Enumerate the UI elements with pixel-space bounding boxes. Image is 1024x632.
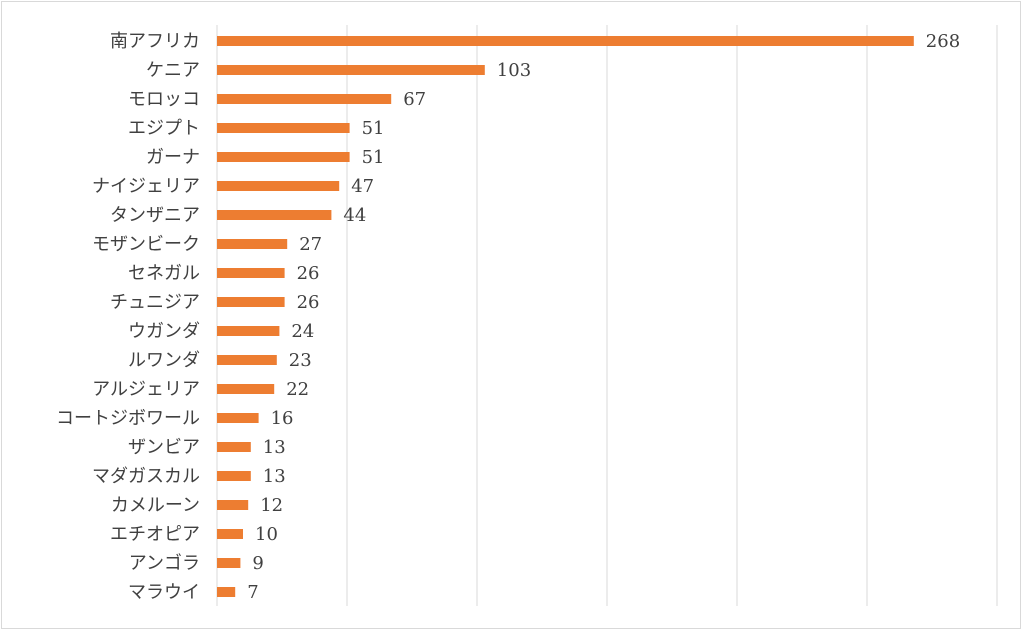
value-label: 47 (351, 176, 374, 197)
category-label: ザンビア (128, 437, 200, 458)
bar (217, 181, 340, 191)
value-label: 44 (343, 205, 366, 226)
value-label: 13 (263, 437, 286, 458)
category-label: エチオピア (110, 524, 200, 545)
bar (217, 558, 241, 568)
value-label: 268 (926, 31, 960, 52)
bar (217, 326, 280, 336)
bar (217, 152, 350, 162)
bar (217, 500, 249, 510)
category-label: ケニア (146, 60, 200, 81)
bar (217, 384, 275, 394)
bar (217, 529, 243, 539)
bar (217, 94, 392, 104)
category-label: マラウイ (128, 582, 200, 603)
bar (217, 123, 350, 133)
bar (217, 355, 277, 365)
category-label: エジプト (128, 118, 200, 139)
bar (217, 297, 285, 307)
value-label: 13 (263, 466, 286, 487)
category-label: アルジェリア (92, 379, 200, 400)
bar (217, 239, 288, 249)
value-label: 16 (271, 408, 294, 429)
category-label: 南アフリカ (110, 31, 200, 52)
bars (217, 36, 914, 597)
bar (217, 442, 251, 452)
value-label: 67 (403, 89, 426, 110)
category-label: チュニジア (110, 292, 200, 313)
category-label: ガーナ (146, 147, 200, 168)
bar (217, 471, 251, 481)
value-label: 26 (297, 263, 320, 284)
bar (217, 210, 332, 220)
category-label: セネガル (128, 263, 200, 284)
bar (217, 587, 236, 597)
category-labels: 南アフリカケニアモロッコエジプトガーナナイジェリアタンザニアモザンビークセネガル… (56, 31, 200, 603)
value-label: 9 (252, 553, 263, 574)
category-label: モザンビーク (92, 234, 200, 255)
value-label: 22 (286, 379, 309, 400)
category-label: アンゴラ (129, 553, 200, 574)
category-label: コートジボワール (56, 408, 200, 429)
bar (217, 65, 485, 75)
value-labels: 268 103 67 51 51 47 44 27 26 26 24 23 22 16 13 13 12 10 9 7 (247, 31, 960, 603)
value-label: 23 (289, 350, 312, 371)
bar (217, 36, 914, 46)
value-label: 12 (260, 495, 283, 516)
category-label: ウガンダ (128, 321, 200, 342)
category-label: マダガスカル (92, 466, 200, 487)
value-label: 103 (497, 60, 531, 81)
category-label: ナイジェリア (92, 176, 200, 197)
gridlines (216, 25, 998, 606)
bar (217, 413, 259, 423)
value-label: 24 (291, 321, 314, 342)
value-label: 7 (247, 582, 258, 603)
value-label: 10 (255, 524, 278, 545)
value-label: 26 (297, 292, 320, 313)
category-label: モロッコ (128, 89, 200, 110)
value-label: 51 (362, 118, 385, 139)
category-label: ルワンダ (128, 350, 200, 371)
value-label: 27 (299, 234, 322, 255)
category-label: カメルーン (111, 495, 200, 516)
category-label: タンザニア (110, 205, 200, 226)
bar (217, 268, 285, 278)
value-label: 51 (362, 147, 385, 168)
